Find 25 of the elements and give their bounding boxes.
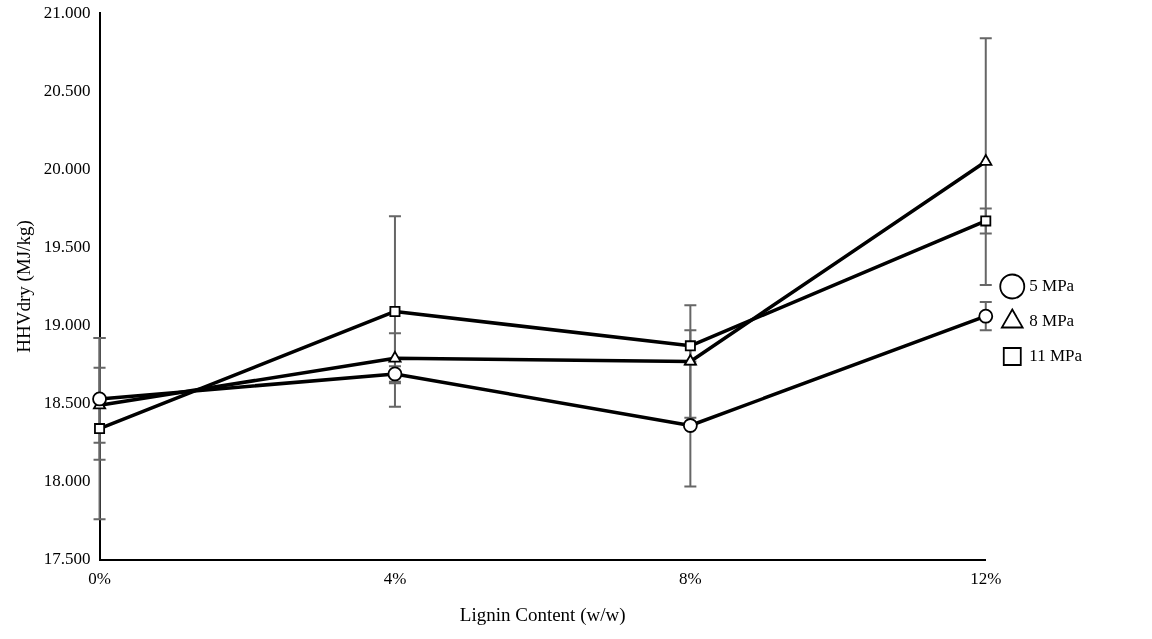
legend-label: 11 MPa <box>1029 345 1083 365</box>
y-tick-label: 19.000 <box>43 315 91 335</box>
x-tick-label: 4% <box>383 569 407 589</box>
legend-label: 8 MPa <box>1029 310 1075 330</box>
point <box>389 305 401 317</box>
y-tick-label: 18.500 <box>43 393 91 413</box>
x-tick-label: 8% <box>679 569 702 589</box>
point <box>682 418 698 433</box>
legend-label: 5 MPa <box>1029 275 1075 295</box>
point <box>684 340 696 352</box>
y-tick-label: 21.000 <box>43 2 91 22</box>
y-tick-label: 20.000 <box>43 158 91 178</box>
point <box>683 354 697 366</box>
y-axis-title: HHVdry (MJ/kg) <box>13 220 36 353</box>
y-tick-label: 19.500 <box>43 236 91 256</box>
y-tick-label: 18.000 <box>43 471 91 491</box>
x-tick-label: 0% <box>88 569 111 589</box>
y-tick-label: 20.500 <box>43 80 91 100</box>
point <box>388 350 402 363</box>
y-tick-label: 17.500 <box>43 549 91 569</box>
x-tick-label: 12% <box>970 569 1002 589</box>
point <box>979 154 993 166</box>
point <box>980 215 992 227</box>
x-axis-title: Lignin Content (w/w) <box>459 603 626 626</box>
point <box>978 308 994 324</box>
